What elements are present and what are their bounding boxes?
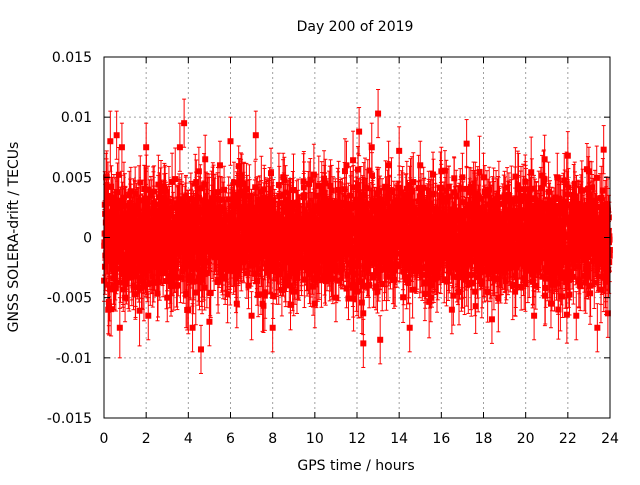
chart-title: Day 200 of 2019: [297, 19, 414, 35]
data-point: [244, 270, 250, 276]
data-series: [101, 89, 613, 373]
data-point: [268, 170, 274, 176]
data-point: [174, 282, 180, 288]
data-point: [221, 187, 227, 193]
data-point: [240, 259, 246, 265]
